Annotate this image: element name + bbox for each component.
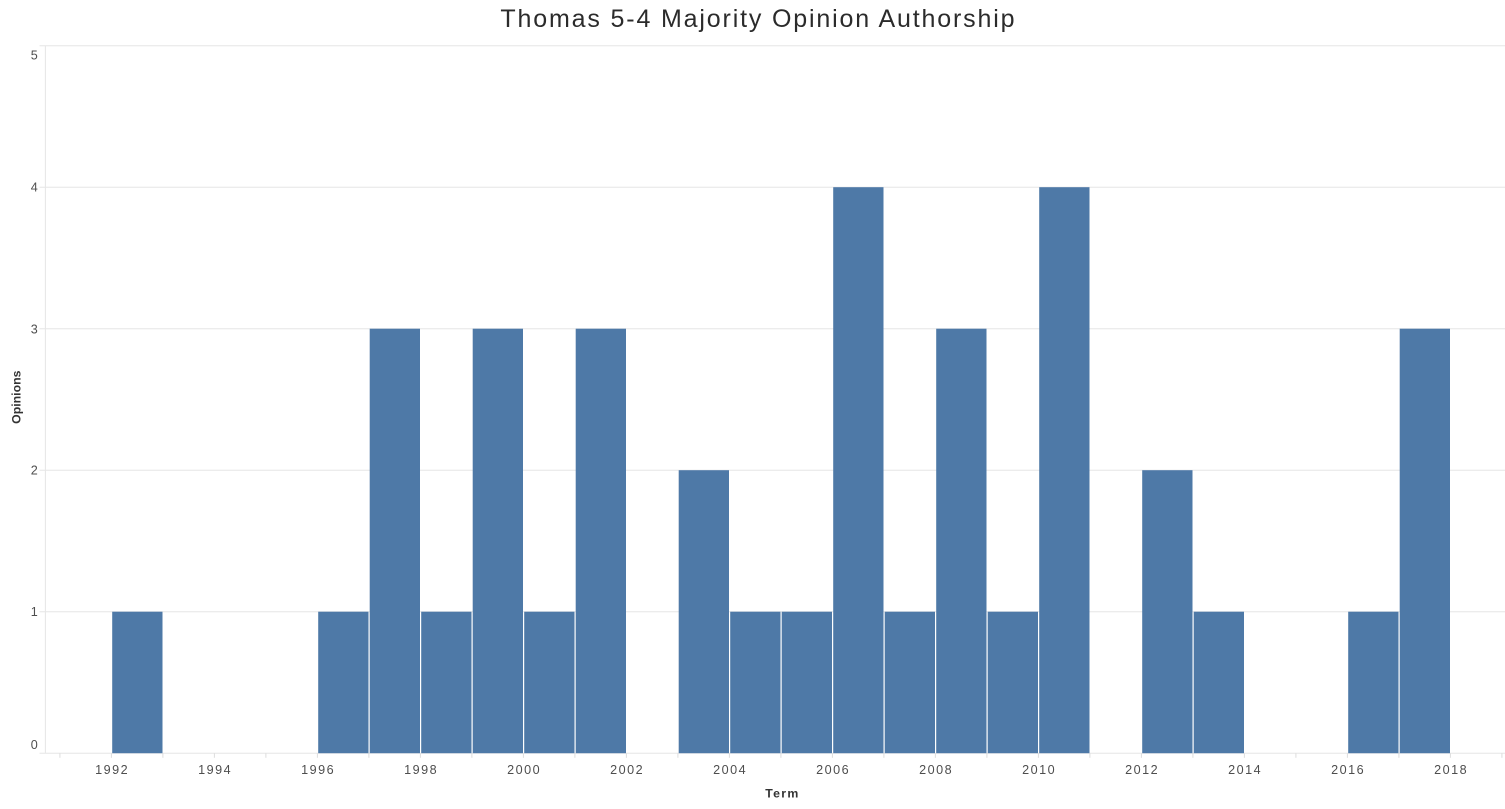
svg-text:1998: 1998 [404, 763, 438, 777]
svg-text:1996: 1996 [301, 763, 335, 777]
svg-text:Thomas 5-4 Majority Opinion Au: Thomas 5-4 Majority Opinion Authorship [500, 5, 1016, 33]
svg-text:1: 1 [31, 605, 40, 619]
svg-text:2010: 2010 [1022, 763, 1056, 777]
svg-text:2014: 2014 [1228, 763, 1262, 777]
svg-text:3: 3 [31, 323, 40, 337]
svg-text:2018: 2018 [1434, 763, 1468, 777]
svg-text:2012: 2012 [1125, 763, 1159, 777]
svg-text:2000: 2000 [507, 763, 541, 777]
svg-text:2006: 2006 [816, 763, 850, 777]
svg-text:1992: 1992 [95, 763, 129, 777]
svg-text:2004: 2004 [713, 763, 747, 777]
svg-text:0: 0 [31, 738, 40, 752]
svg-text:2002: 2002 [610, 763, 644, 777]
svg-text:5: 5 [31, 49, 40, 63]
svg-text:1994: 1994 [198, 763, 232, 777]
svg-text:2008: 2008 [919, 763, 953, 777]
svg-text:2: 2 [31, 464, 40, 478]
svg-text:2016: 2016 [1331, 763, 1365, 777]
svg-text:Term: Term [765, 787, 799, 801]
svg-text:4: 4 [31, 181, 40, 195]
svg-text:Opinions: Opinions [10, 370, 24, 423]
